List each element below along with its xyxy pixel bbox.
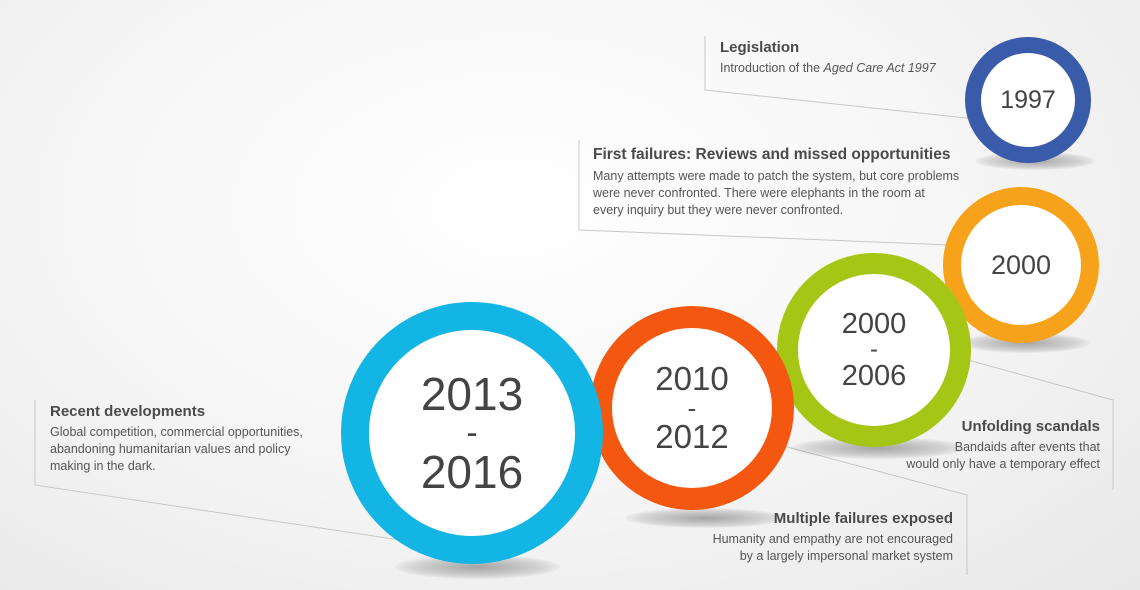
connector-unfolding bbox=[949, 354, 1114, 490]
callout-text: Many attempts were made to patch the sys… bbox=[593, 168, 959, 219]
callout-line: would only have a temporary effect bbox=[906, 457, 1100, 471]
callout-first-failures: First failures: Reviews and missed oppor… bbox=[593, 146, 959, 219]
callout-line: Bandaids after events that bbox=[954, 440, 1100, 454]
connector-first-failures bbox=[578, 140, 951, 246]
connector-multiple bbox=[779, 444, 968, 575]
milestone-2000-2006: 2000 - 2006 bbox=[777, 253, 971, 447]
callout-line: Global competition, commercial opportuni… bbox=[50, 425, 303, 439]
milestone-1997: 1997 bbox=[965, 37, 1091, 163]
callout-heading: Multiple failures exposed bbox=[773, 510, 953, 527]
callout-heading: Unfolding scandals bbox=[961, 418, 1100, 435]
callout-line: Many attempts were made to patch the sys… bbox=[593, 169, 960, 183]
shadow-2010-2012 bbox=[625, 508, 785, 528]
callout-text-prefix: Introduction of the bbox=[720, 61, 824, 75]
callout-text: Global competition, commercial opportuni… bbox=[50, 424, 303, 475]
shadow-2000 bbox=[960, 333, 1090, 353]
milestone-2013-2016: 2013 - 2016 bbox=[341, 302, 603, 564]
callout-text: Introduction of the Aged Care Act 1997 bbox=[720, 60, 936, 77]
callout-line: by a largely impersonal market system bbox=[739, 549, 953, 563]
year-start-label: 2000 bbox=[841, 308, 907, 340]
callout-legislation: Legislation Introduction of the Aged Car… bbox=[720, 39, 936, 77]
callout-line: making in the dark. bbox=[50, 459, 156, 473]
year-separator: - bbox=[466, 414, 478, 452]
year-end-label: 2012 bbox=[655, 418, 729, 455]
connector-recent bbox=[34, 400, 401, 541]
callout-line: every inquiry but they were never confro… bbox=[593, 203, 844, 217]
callout-heading: First failures: Reviews and missed oppor… bbox=[593, 146, 951, 163]
callout-line: were never confronted. There were elepha… bbox=[593, 186, 925, 200]
connector-legislation bbox=[704, 36, 986, 121]
callout-heading: Legislation bbox=[720, 39, 800, 56]
year-separator: - bbox=[687, 393, 697, 423]
callout-text: Bandaids after events that would only ha… bbox=[906, 439, 1100, 473]
year-end-label: 2006 bbox=[841, 360, 907, 392]
callout-text-emphasis: Aged Care Act 1997 bbox=[823, 61, 936, 75]
callout-recent-developments: Recent developments Global competition, … bbox=[50, 403, 303, 475]
year-start-label: 2013 bbox=[420, 368, 524, 420]
callout-heading: Recent developments bbox=[50, 403, 206, 420]
callout-line: abandoning humanitarian values and polic… bbox=[50, 442, 291, 456]
callout-multiple-failures: Multiple failures exposed Humanity and e… bbox=[713, 510, 953, 565]
callout-line: Humanity and empathy are not encouraged bbox=[712, 532, 953, 546]
shadow-2000-2006 bbox=[790, 437, 965, 459]
year-end-label: 2016 bbox=[420, 446, 524, 498]
callout-text: Humanity and empathy are not encouraged … bbox=[713, 531, 953, 565]
year-label: 1997 bbox=[1000, 85, 1056, 114]
year-separator: - bbox=[870, 336, 878, 363]
milestone-2010-2012: 2010 - 2012 bbox=[590, 306, 794, 510]
callout-unfolding-scandals: Unfolding scandals Bandaids after events… bbox=[906, 418, 1100, 473]
year-start-label: 2010 bbox=[655, 360, 729, 397]
year-label: 2000 bbox=[990, 249, 1052, 280]
